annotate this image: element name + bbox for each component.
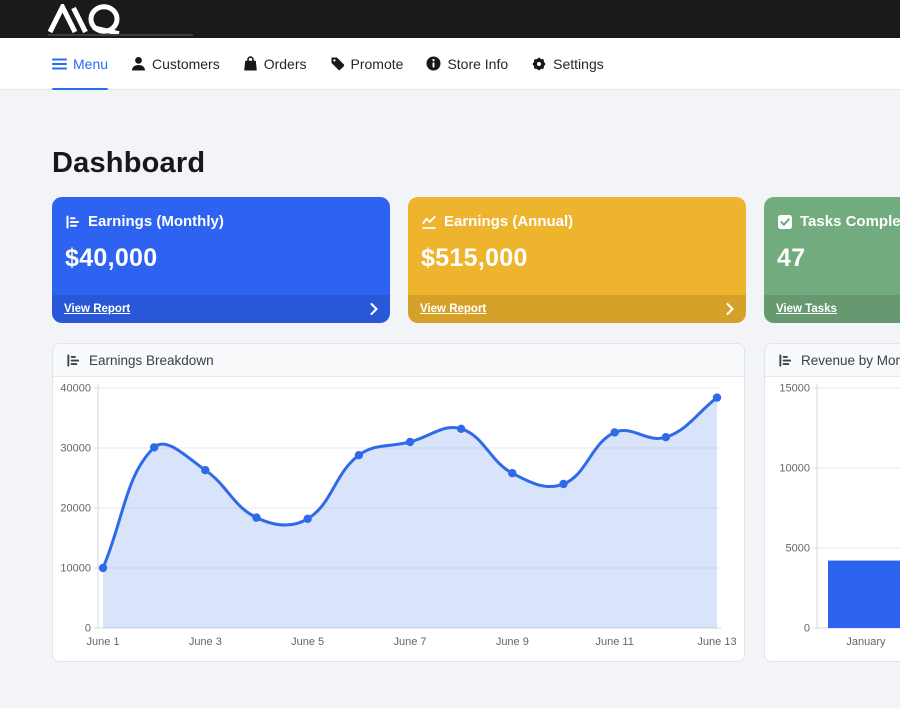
card-earnings-monthly: Earnings (Monthly) $40,000 View Report	[52, 197, 390, 323]
nav-item-store-info[interactable]: Store Info	[426, 38, 508, 89]
bar-chart-icon	[66, 215, 79, 228]
chart-title: Revenue by Month	[801, 352, 900, 368]
nav-item-menu[interactable]: Menu	[52, 38, 109, 90]
svg-text:June 11: June 11	[596, 636, 634, 648]
nav-item-customers[interactable]: Customers	[131, 38, 220, 89]
svg-text:40000: 40000	[60, 383, 91, 395]
svg-text:June 1: June 1	[86, 636, 119, 648]
nav-item-label: Store Info	[447, 55, 509, 72]
bar-chart-icon	[779, 353, 792, 367]
svg-text:June 7: June 7	[393, 636, 426, 648]
logo-underline	[48, 34, 193, 36]
revenue-by-month-card: Revenue by Month 0 5000 10000 15000 January	[764, 343, 900, 662]
info-icon	[426, 56, 441, 71]
card-value: 47	[777, 244, 806, 272]
svg-text:20000: 20000	[60, 503, 91, 515]
svg-text:10000: 10000	[60, 563, 91, 575]
card-title: Tasks Completed	[800, 213, 900, 230]
svg-text:June 13: June 13	[697, 636, 736, 648]
nav-item-promote[interactable]: Promote	[330, 38, 404, 89]
tag-icon	[331, 57, 344, 71]
main-nav: Menu Customers Orders Promote Store Info	[0, 38, 900, 90]
hamburger-icon	[52, 58, 67, 69]
nav-item-label: Settings	[553, 55, 604, 72]
svg-text:0: 0	[85, 623, 91, 635]
card-earnings-annual: Earnings (Annual) $515,000 View Report	[408, 197, 746, 323]
nav-item-orders[interactable]: Orders	[243, 38, 307, 89]
view-report-link[interactable]: View Report	[52, 295, 390, 323]
nav-item-label: Promote	[350, 55, 404, 72]
brand-logo-aq-icon[interactable]	[46, 4, 142, 34]
checkbox-icon	[778, 214, 792, 229]
page-title: Dashboard	[52, 147, 206, 179]
chart-title: Earnings Breakdown	[89, 352, 214, 368]
chevron-right-icon	[726, 303, 734, 315]
shopping-bag-icon	[243, 56, 257, 71]
card-value: $515,000	[421, 244, 528, 272]
nav-item-label: Customers	[152, 55, 220, 72]
earnings-breakdown-card: Earnings Breakdown 0 10000 20000 30000 40000…	[52, 343, 745, 662]
svg-text:June 5: June 5	[291, 636, 324, 648]
chart-header: Revenue by Month	[765, 344, 900, 377]
person-icon	[132, 57, 146, 71]
card-body: Earnings (Annual) $515,000	[408, 197, 746, 295]
topbar	[0, 0, 900, 38]
view-report-link[interactable]: View Report	[408, 295, 746, 323]
card-body: Tasks Completed 47	[764, 197, 900, 295]
chart-header: Earnings Breakdown	[53, 344, 744, 377]
earnings-breakdown-line-chart: 0 10000 20000 30000 40000 June 1 June 3 June 5 J…	[60, 383, 736, 649]
chevron-right-icon	[370, 303, 378, 315]
view-tasks-link[interactable]: View Tasks	[764, 295, 900, 323]
svg-text:15000: 15000	[779, 383, 810, 395]
bar-chart-icon	[67, 353, 80, 367]
svg-text:5000: 5000	[786, 543, 810, 555]
svg-text:30000: 30000	[60, 443, 91, 455]
card-title: Earnings (Monthly)	[88, 213, 224, 230]
card-body: Earnings (Monthly) $40,000	[52, 197, 390, 295]
card-title: Earnings (Annual)	[444, 213, 574, 230]
card-tasks-completed: Tasks Completed 47 View Tasks	[764, 197, 900, 323]
nav-item-label: Menu	[73, 55, 109, 72]
main-content: Dashboard Earnings (Monthly) $40,000 Vie…	[0, 90, 900, 662]
line-chart-icon	[422, 215, 436, 229]
svg-text:January: January	[846, 636, 886, 648]
svg-text:June 9: June 9	[496, 636, 529, 648]
nav-item-label: Orders	[263, 55, 307, 72]
gear-icon	[532, 57, 546, 70]
svg-text:June 3: June 3	[189, 636, 222, 648]
charts-row: Earnings Breakdown 0 10000 20000 30000 40000…	[52, 343, 900, 662]
revenue-by-month-bar-chart: 0 5000 10000 15000 January	[779, 383, 900, 648]
svg-text:10000: 10000	[779, 463, 810, 475]
nav-item-settings[interactable]: Settings	[531, 38, 604, 89]
card-value: $40,000	[65, 244, 158, 272]
svg-text:0: 0	[804, 623, 810, 635]
summary-cards-row: Earnings (Monthly) $40,000 View Report E	[52, 197, 900, 323]
